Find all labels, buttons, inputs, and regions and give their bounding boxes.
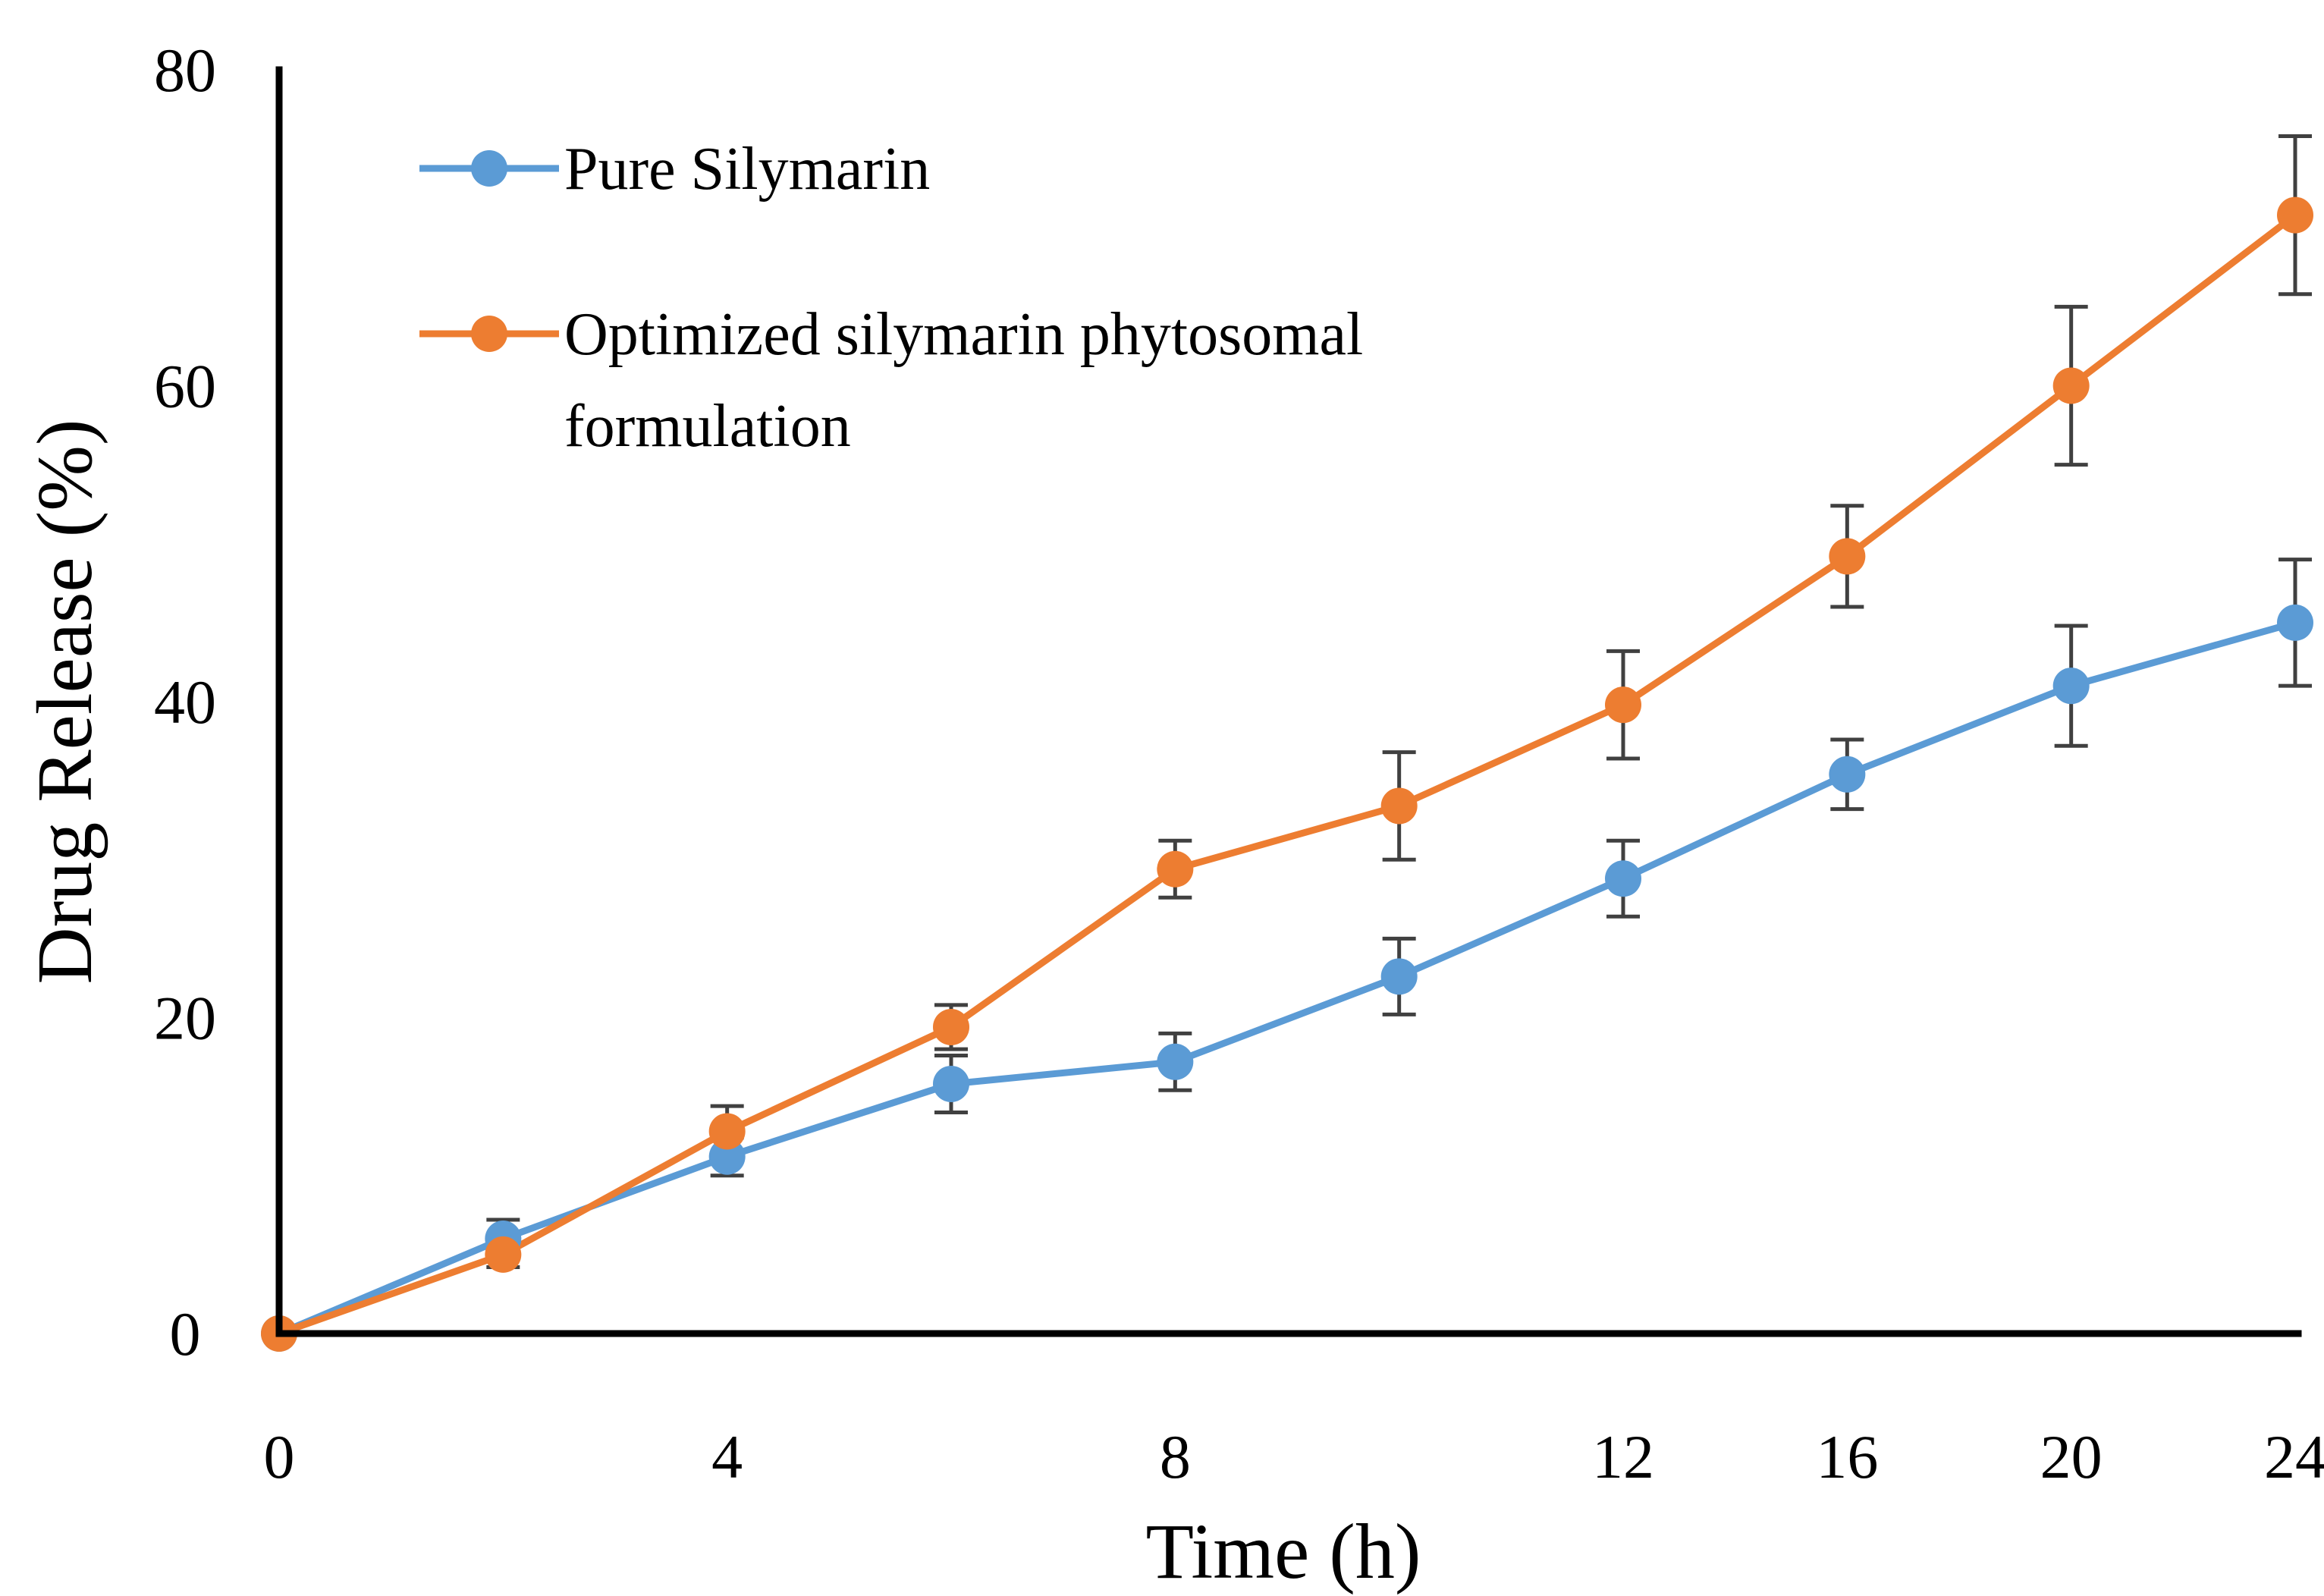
y-tick-label: 20 (154, 984, 216, 1053)
y-tick-label: 0 (170, 1299, 201, 1368)
data-point (1829, 538, 1866, 575)
data-point (1380, 787, 1418, 825)
series-lines (275, 212, 2299, 1337)
legend-marker-optimized-phytosomal (471, 316, 507, 352)
legend-marker-pure-silymarin (471, 150, 507, 187)
x-tick-label: 16 (1816, 1422, 1878, 1491)
data-point (1605, 860, 1641, 897)
data-markers (261, 196, 2313, 1352)
x-tick-labels: 0 4 8 12 16 20 24 (264, 1422, 2324, 1491)
data-point (1605, 686, 1641, 724)
y-tick-label: 40 (154, 668, 216, 737)
data-point (1157, 850, 1194, 888)
y-tick-label: 80 (154, 36, 216, 105)
legend: Pure Silymarin Optimized silymarin phyto… (419, 136, 1363, 460)
data-point (2277, 604, 2313, 641)
data-point (708, 1138, 746, 1175)
axes (275, 66, 2302, 1337)
data-point (708, 1113, 746, 1150)
data-point (933, 1065, 969, 1102)
series-line (275, 619, 2299, 1337)
y-tick-labels: 0 20 40 60 80 (154, 36, 216, 1368)
x-tick-label: 0 (264, 1422, 295, 1491)
x-tick-label: 20 (2040, 1422, 2103, 1491)
series-line (275, 212, 2299, 1337)
legend-label-optimized-line2: formulation (564, 393, 851, 460)
data-point (1829, 756, 1866, 793)
x-tick-label: 12 (1592, 1422, 1654, 1491)
data-point (2052, 668, 2090, 705)
y-axis-title: Drug Release (%) (21, 419, 108, 984)
data-point (1157, 1043, 1194, 1080)
data-point (485, 1236, 522, 1273)
y-tick-label: 60 (154, 352, 216, 421)
legend-label-pure-silymarin: Pure Silymarin (564, 136, 930, 203)
data-point (2052, 367, 2090, 404)
legend-label-optimized-line1: Optimized silymarin phytosomal (564, 301, 1363, 368)
x-axis-title: Time (h) (1145, 1508, 1421, 1595)
data-point (2277, 196, 2313, 234)
x-tick-label: 24 (2264, 1422, 2324, 1491)
data-point (1380, 958, 1418, 995)
data-point (933, 1008, 969, 1045)
x-tick-label: 8 (1160, 1422, 1191, 1491)
x-tick-label: 4 (711, 1422, 743, 1491)
